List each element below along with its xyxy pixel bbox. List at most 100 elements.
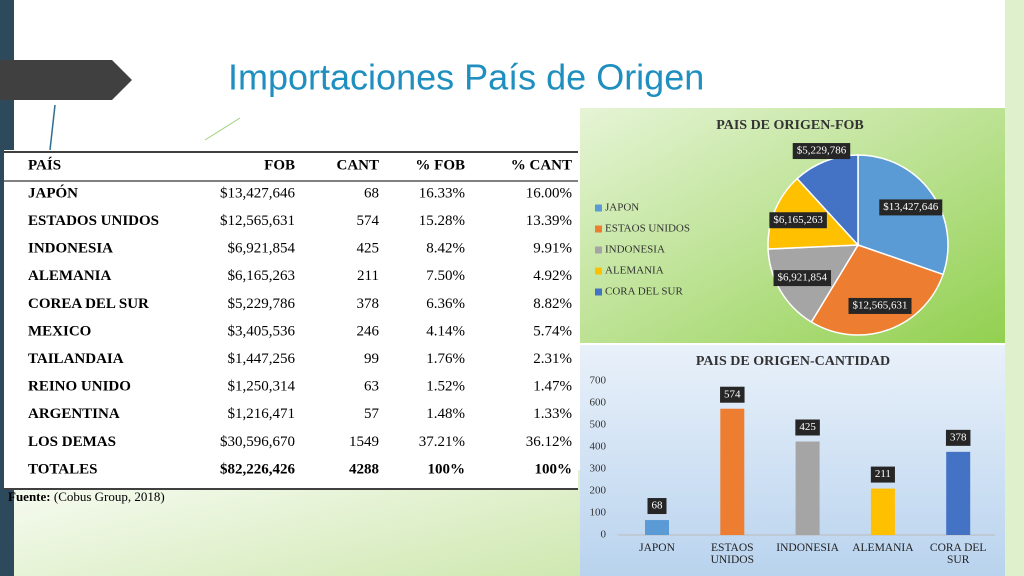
table-cell: 4.92% [533,268,572,284]
data-label: 378 [950,431,967,443]
label-box [795,419,820,436]
table-cell: LOS DEMAS [28,434,116,450]
table-cell: $1,216,471 [228,406,296,422]
table-cell: 8.42% [426,241,465,257]
table-cell: 4.14% [426,323,465,339]
table-cell: 63 [364,379,379,395]
table-cell: 57 [364,406,380,422]
y-tick-label: 100 [590,507,607,519]
table-cell: $5,229,786 [228,296,296,312]
data-label: $6,165,263 [773,214,823,226]
x-tick-label: JAPON [639,542,675,554]
legend-marker [595,225,602,233]
table-cell: 68 [364,185,379,201]
table-cell: 1549 [349,434,379,450]
table-cell: 1.33% [533,406,572,422]
table-cell: 16.33% [419,185,465,201]
table-cell: 16.00% [526,185,572,201]
y-tick-label: 500 [590,419,607,431]
table-cell: INDONESIA [28,241,113,257]
table-cell: $13,427,646 [220,185,296,201]
data-label: 425 [799,421,816,433]
table-bg [4,150,578,490]
label-box [792,143,851,160]
table-header: FOB [264,157,295,173]
label-box [879,199,943,216]
table-cell: 1.76% [426,351,465,367]
table-cell: 1.52% [426,379,465,395]
table-cell: 425 [357,241,380,257]
table-cell: $1,447,256 [228,351,296,367]
decoration-line [204,117,241,141]
table-cell: 36.12% [526,434,572,450]
data-label: 211 [875,468,891,480]
table-cell: 211 [357,268,379,284]
table-cell: MEXICO [28,323,91,339]
table-cell: 13.39% [526,213,572,229]
table-cell: $12,565,631 [220,213,295,229]
legend-label: CORA DEL SUR [605,286,683,298]
source-label: Fuente: [8,489,51,504]
bar [946,451,971,535]
label-box [870,466,895,483]
x-tick-label: INDONESIA [776,542,839,554]
table-header: CANT [336,157,379,173]
label-box [945,429,971,446]
data-label: $13,427,646 [883,201,939,213]
table-cell: ALEMANIA [28,268,112,284]
table-cell: 1.48% [426,406,465,422]
table-header: PAÍS [28,156,61,173]
bar [645,520,669,535]
background-decoration [1005,0,1024,576]
table-cell: $82,226,426 [220,461,296,477]
table-cell: JAPÓN [28,184,78,201]
x-tick-label: ESTAOS UNIDOS [710,542,755,566]
legend-marker [595,204,602,212]
table-cell: $6,165,263 [228,268,296,284]
data-label: $6,921,854 [778,272,828,284]
table-cell: 4288 [349,461,379,477]
table-cell: 8.82% [533,296,572,312]
legend-marker [595,288,602,296]
bar-panel [580,345,1005,576]
legend-marker [595,246,602,254]
table-cell: $30,596,670 [220,434,295,450]
label-box [769,212,827,229]
y-tick-label: 600 [590,397,607,409]
table-cell: 7.50% [426,268,465,284]
bar [795,441,820,535]
label-box [647,498,667,515]
title-arrow [0,60,132,100]
table-cell: ARGENTINA [28,406,120,422]
y-tick-label: 0 [601,529,607,541]
source-text: (Cobus Group, 2018) [54,489,165,504]
legend-label: ESTAOS UNIDOS [605,223,690,235]
data-label: $12,565,631 [853,299,908,311]
table-cell: 100% [535,461,573,477]
decoration-line [49,104,56,151]
table-cell: 574 [357,213,380,229]
slide-title: Importaciones País de Origen [228,57,704,98]
y-tick-label: 400 [590,441,607,453]
table-cell: 99 [364,351,379,367]
label-box [773,270,832,287]
table-cell: 15.28% [419,213,465,229]
x-tick-label: ALEMANIA [852,542,914,554]
table-cell: 37.21% [419,434,465,450]
table-cell: TOTALES [28,461,97,477]
table-cell: ESTADOS UNIDOS [28,213,159,229]
table-cell: $3,405,536 [228,323,296,339]
y-tick-label: 200 [590,485,607,497]
source: Fuente: (Cobus Group, 2018) [8,489,165,504]
table-cell: 2.31% [533,351,572,367]
chart-title: PAIS DE ORIGEN-CANTIDAD [696,354,890,369]
table-cell: 100% [428,461,466,477]
pie-slice [796,154,859,247]
table-cell: 5.74% [533,323,572,339]
legend-marker [595,267,602,275]
table-cell: $1,250,314 [228,379,296,395]
table-cell: 9.91% [533,241,572,257]
table-cell: 378 [357,296,380,312]
table-cell: TAILANDAIA [28,351,124,367]
